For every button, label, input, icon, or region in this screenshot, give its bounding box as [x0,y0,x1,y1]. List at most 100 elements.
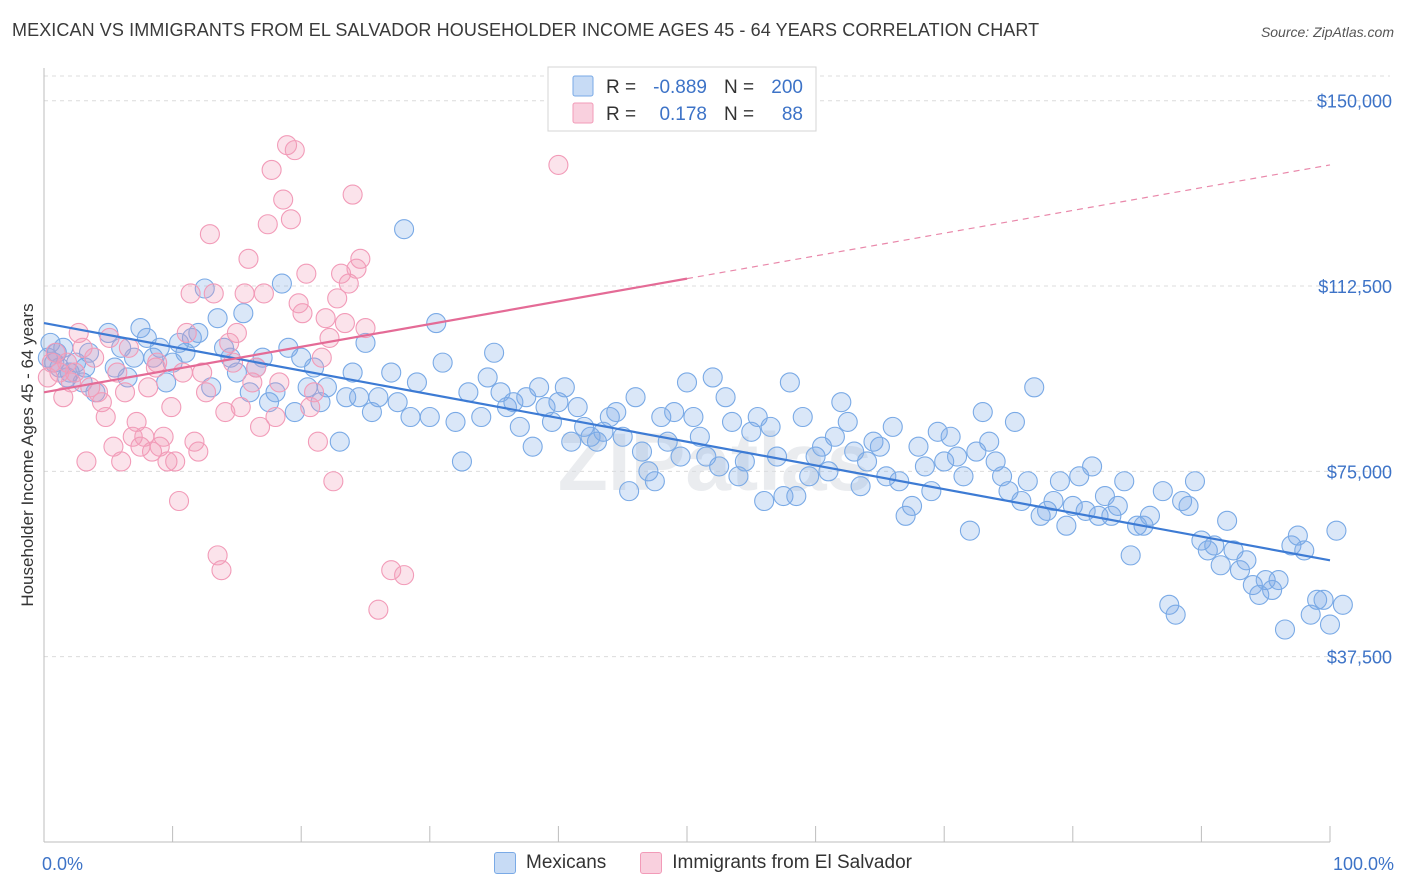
point-mexicans [689,426,710,447]
point-mexicans [1062,495,1083,516]
point-mexicans [361,402,382,423]
source-label: Source: ZipAtlas.com [1260,24,1394,40]
point-mexicans [709,456,730,477]
point-el-salvador [114,382,136,403]
legend-item-el-salvador[interactable]: Immigrants from El Salvador [640,852,912,874]
point-mexicans [625,387,646,408]
point-mexicans [1307,589,1328,610]
legend-r-label-2: R = [606,104,636,125]
point-mexicans [1236,550,1257,571]
point-mexicans [901,495,923,516]
point-mexicans [1249,584,1270,605]
point-mexicans [934,451,955,472]
point-el-salvador [280,209,301,230]
point-mexicans [792,406,813,428]
point-el-salvador [284,140,305,161]
point-el-salvador [300,397,321,418]
point-mexicans [529,377,550,398]
point-mexicans [869,436,890,457]
point-mexicans [664,402,685,423]
point-mexicans [1313,589,1334,610]
point-mexicans [953,466,974,487]
point-el-salvador [269,372,290,393]
legend-item-mexicans[interactable]: Mexicans [494,852,606,874]
point-mexicans [1114,471,1135,492]
point-mexicans [818,461,839,482]
point-el-salvador [311,347,332,368]
point-mexicans [1049,471,1070,492]
point-mexicans [1107,495,1128,516]
point-el-salvador [195,382,217,403]
point-mexicans [715,387,736,408]
y-tick-label: $37,500 [1327,648,1392,668]
point-mexicans [271,273,292,294]
legend-n-label-2: N = [724,104,754,125]
point-mexicans [1319,614,1341,635]
point-mexicans [258,392,280,413]
point-el-salvador [234,283,255,304]
point-el-salvador [180,283,201,304]
point-mexicans [471,406,492,428]
point-el-salvador [215,402,236,423]
point-mexicans [554,377,575,398]
y-axis-title: Householder Income Ages 45 - 64 years [18,303,37,606]
point-el-salvador [394,565,415,586]
point-mexicans [387,392,408,413]
point-mexicans [432,352,453,373]
point-el-salvador [265,406,286,428]
point-mexicans [856,451,878,472]
point-mexicans [1268,570,1289,591]
point-mexicans [908,436,929,457]
point-mexicans [702,367,723,388]
point-mexicans [985,451,1006,472]
point-mexicans [786,486,807,507]
point-mexicans [406,372,427,393]
legend-r-label-1: R = [606,77,636,98]
point-el-salvador [249,416,271,437]
point-mexicans [779,372,800,393]
point-el-salvador [253,283,274,304]
gridlines [44,75,1390,658]
point-el-salvador [368,599,389,620]
point-mexicans [567,397,588,418]
point-mexicans [503,392,524,413]
legend-n-value-2: 88 [782,104,803,125]
point-el-salvador [381,560,402,581]
point-el-salvador [91,392,112,413]
legend-n-label-1: N = [724,77,754,98]
legend-n-value-1: 200 [771,77,803,98]
point-mexicans [1017,471,1038,492]
point-el-salvador [257,214,278,235]
point-el-salvador [355,317,376,339]
point-mexicans [484,342,505,363]
point-mexicans [522,436,543,457]
point-mexicans [233,303,254,324]
point-el-salvador [99,327,120,348]
point-mexicans [316,377,337,398]
point-mexicans [760,416,781,437]
point-mexicans [509,416,530,437]
point-mexicans [1287,525,1308,546]
legend-label-el-salvador: Immigrants from El Salvador [672,852,912,873]
point-el-salvador [342,184,363,205]
point-mexicans [445,411,466,432]
point-mexicans [1152,481,1173,502]
point-el-salvador [242,372,263,393]
point-mexicans [734,451,755,472]
point-mexicans [972,402,993,423]
point-mexicans [799,466,820,487]
point-el-salvador [230,397,251,418]
point-mexicans [419,406,440,428]
point-mexicans [1217,510,1238,531]
point-mexicans [239,382,260,403]
point-mexicans [400,406,421,428]
trend-line-el-salvador-solid [43,277,688,394]
point-mexicans [1300,604,1321,625]
point-mexicans [451,451,473,472]
point-mexicans [631,441,653,462]
point-mexicans [721,411,743,432]
trend-lines [43,164,1331,562]
point-mexicans [927,421,948,442]
series-legend: Mexicans Immigrants from El Salvador [0,852,1406,874]
point-el-salvador [45,342,66,363]
